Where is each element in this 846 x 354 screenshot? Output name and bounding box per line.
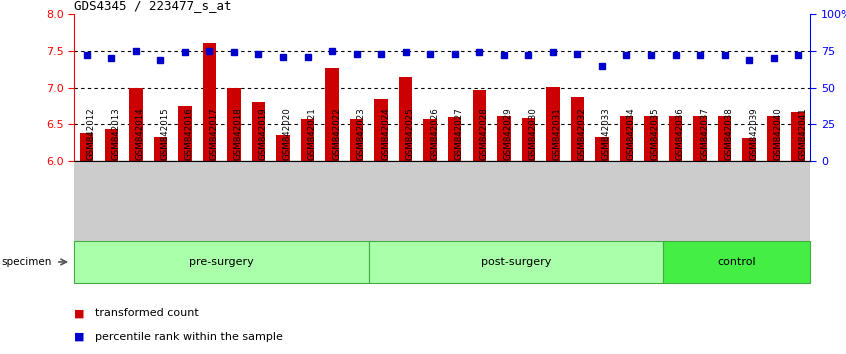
Bar <box>80 133 93 161</box>
Bar <box>596 137 608 161</box>
Bar <box>424 119 437 161</box>
Bar <box>301 119 314 161</box>
Bar <box>718 115 731 161</box>
Bar <box>473 90 486 161</box>
Bar <box>547 87 559 161</box>
Bar <box>694 115 706 161</box>
Bar <box>767 115 780 161</box>
Bar <box>743 138 755 161</box>
Bar <box>228 88 240 161</box>
Text: percentile rank within the sample: percentile rank within the sample <box>95 332 283 342</box>
Bar <box>375 99 387 161</box>
Bar <box>645 115 657 161</box>
Text: ■: ■ <box>74 332 85 342</box>
Bar <box>350 119 363 161</box>
Bar <box>129 88 142 161</box>
Text: control: control <box>717 257 756 267</box>
Bar <box>522 119 535 161</box>
Bar <box>663 241 810 283</box>
Bar <box>497 116 510 161</box>
Text: specimen: specimen <box>2 257 52 267</box>
Text: transformed count: transformed count <box>95 308 199 318</box>
Bar <box>399 77 412 161</box>
Bar <box>326 68 338 161</box>
Bar <box>669 115 682 161</box>
Bar <box>105 130 118 161</box>
Bar <box>179 106 191 161</box>
Bar <box>277 135 289 161</box>
Bar <box>203 43 216 161</box>
Bar <box>154 137 167 161</box>
Bar <box>571 97 584 161</box>
Bar <box>620 115 633 161</box>
Bar <box>252 102 265 161</box>
Bar <box>369 241 663 283</box>
Text: pre-surgery: pre-surgery <box>190 257 254 267</box>
Text: GDS4345 / 223477_s_at: GDS4345 / 223477_s_at <box>74 0 232 12</box>
Bar <box>74 241 369 283</box>
Bar <box>448 117 461 161</box>
Text: ■: ■ <box>74 308 85 318</box>
Bar <box>792 112 805 161</box>
Text: post-surgery: post-surgery <box>481 257 552 267</box>
